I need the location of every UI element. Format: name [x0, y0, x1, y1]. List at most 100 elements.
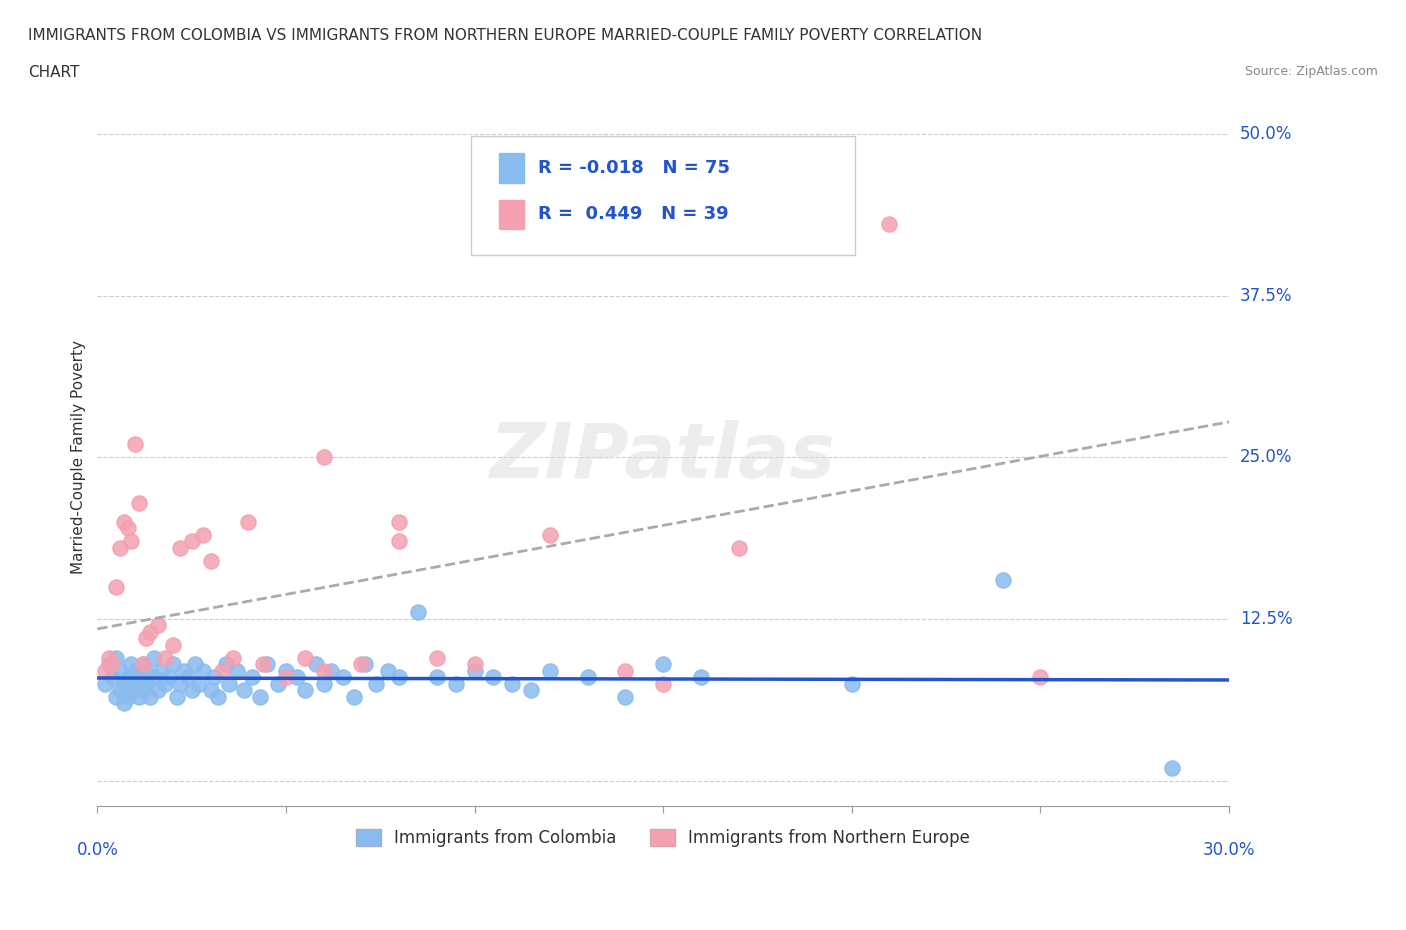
Point: [180, 534, 202, 549]
Point: [312, 663, 335, 678]
Point: [105, 689, 128, 704]
Point: [652, 676, 675, 691]
Point: [135, 631, 157, 645]
Point: [131, 657, 153, 671]
Text: 37.5%: 37.5%: [1240, 286, 1292, 304]
Point: [350, 657, 373, 671]
Point: [94, 663, 117, 678]
Point: [135, 676, 157, 691]
Point: [388, 534, 411, 549]
Point: [225, 663, 247, 678]
Point: [426, 670, 449, 684]
Point: [354, 657, 377, 671]
Point: [388, 514, 411, 529]
Point: [108, 683, 131, 698]
Point: [294, 650, 316, 665]
Point: [689, 670, 711, 684]
Point: [117, 670, 139, 684]
Point: [139, 624, 162, 639]
Point: [652, 657, 675, 671]
Text: Source: ZipAtlas.com: Source: ZipAtlas.com: [1244, 65, 1378, 78]
Point: [157, 670, 180, 684]
Point: [169, 676, 191, 691]
Point: [200, 553, 222, 568]
Point: [117, 689, 139, 704]
Point: [321, 663, 343, 678]
Point: [166, 689, 188, 704]
Point: [312, 450, 335, 465]
Point: [155, 676, 177, 691]
Point: [294, 683, 316, 698]
Point: [312, 676, 335, 691]
Point: [112, 514, 135, 529]
Point: [256, 657, 278, 671]
Point: [101, 657, 124, 671]
Point: [120, 534, 142, 549]
Point: [97, 657, 120, 671]
Point: [520, 683, 543, 698]
Point: [128, 495, 150, 510]
Point: [841, 676, 863, 691]
Point: [211, 663, 233, 678]
Legend: Immigrants from Colombia, Immigrants from Northern Europe: Immigrants from Colombia, Immigrants fro…: [349, 822, 977, 854]
Text: 25.0%: 25.0%: [1240, 448, 1292, 466]
Text: IMMIGRANTS FROM COLOMBIA VS IMMIGRANTS FROM NORTHERN EUROPE MARRIED-COUPLE FAMIL: IMMIGRANTS FROM COLOMBIA VS IMMIGRANTS F…: [28, 28, 983, 43]
Point: [406, 605, 429, 620]
Point: [991, 573, 1014, 588]
Point: [124, 437, 146, 452]
Point: [238, 514, 260, 529]
Point: [112, 696, 135, 711]
Point: [188, 676, 211, 691]
Point: [501, 676, 523, 691]
Point: [249, 689, 271, 704]
Point: [191, 663, 214, 678]
Text: CHART: CHART: [28, 65, 80, 80]
Point: [538, 527, 561, 542]
Point: [142, 650, 165, 665]
Point: [108, 540, 131, 555]
Point: [207, 689, 229, 704]
Point: [614, 689, 637, 704]
Point: [150, 663, 173, 678]
Text: 12.5%: 12.5%: [1240, 610, 1292, 628]
Point: [97, 650, 120, 665]
Y-axis label: Married-Couple Family Poverty: Married-Couple Family Poverty: [72, 340, 86, 574]
Point: [162, 637, 184, 652]
Point: [146, 618, 169, 632]
Point: [180, 683, 202, 698]
Point: [305, 657, 328, 671]
Point: [124, 663, 146, 678]
Point: [343, 689, 366, 704]
Text: R =  0.449   N = 39: R = 0.449 N = 39: [537, 206, 728, 223]
Text: ZIPatlas: ZIPatlas: [491, 420, 837, 494]
Point: [426, 650, 449, 665]
Point: [108, 663, 131, 678]
Point: [155, 650, 177, 665]
Point: [142, 670, 165, 684]
Point: [267, 676, 290, 691]
Point: [388, 670, 411, 684]
Point: [128, 689, 150, 704]
Text: R = -0.018   N = 75: R = -0.018 N = 75: [537, 159, 730, 177]
Point: [285, 670, 308, 684]
Point: [444, 676, 467, 691]
Point: [377, 663, 399, 678]
Point: [139, 689, 162, 704]
Point: [191, 527, 214, 542]
Point: [538, 663, 561, 678]
Point: [101, 670, 124, 684]
Point: [135, 663, 157, 678]
Point: [177, 670, 200, 684]
FancyBboxPatch shape: [499, 153, 524, 182]
Point: [202, 670, 225, 684]
Point: [105, 650, 128, 665]
Point: [124, 676, 146, 691]
Point: [214, 657, 236, 671]
Point: [173, 663, 195, 678]
Point: [218, 676, 240, 691]
Point: [233, 683, 256, 698]
Point: [117, 521, 139, 536]
Point: [727, 540, 749, 555]
Text: 30.0%: 30.0%: [1202, 842, 1256, 859]
Point: [1161, 760, 1184, 775]
